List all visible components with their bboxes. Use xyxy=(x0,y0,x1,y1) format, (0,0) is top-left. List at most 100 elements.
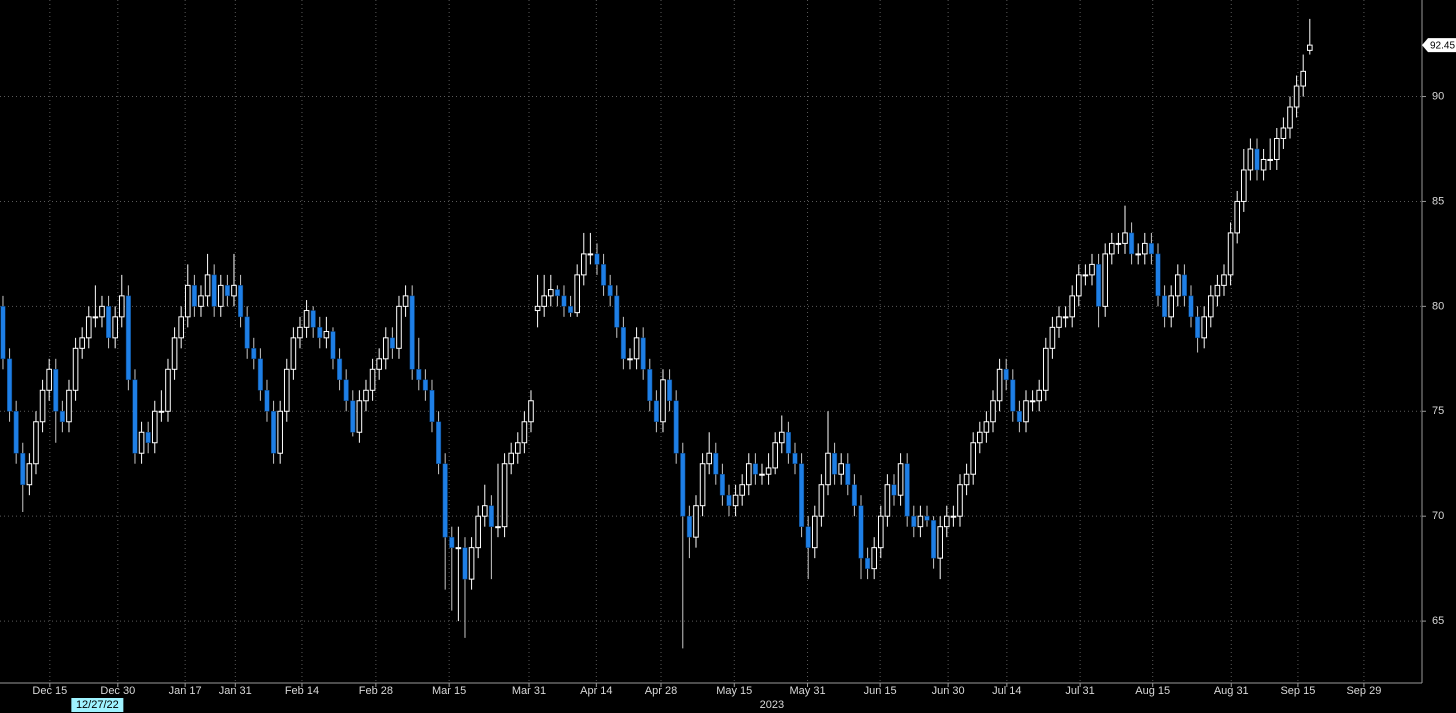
candle-body xyxy=(739,484,745,496)
candle-body xyxy=(1029,400,1036,403)
candle-body xyxy=(534,305,541,312)
candle-body xyxy=(389,337,395,349)
candle-body xyxy=(0,306,6,360)
candle-body xyxy=(904,463,910,517)
candle-body xyxy=(528,400,534,423)
candle-body xyxy=(1003,369,1009,381)
candle-body xyxy=(541,295,547,307)
candle-body xyxy=(46,368,52,391)
candle-body xyxy=(7,358,13,412)
candle-body xyxy=(1016,411,1022,423)
candle-body xyxy=(759,473,765,476)
candle-body xyxy=(996,368,1003,402)
candle-body xyxy=(970,442,976,475)
candle-body xyxy=(184,284,191,318)
candle-body xyxy=(1155,253,1161,297)
candle-body xyxy=(838,463,844,475)
candle-body xyxy=(106,306,112,339)
candle-body xyxy=(488,505,494,527)
candle-body xyxy=(976,431,983,444)
candle-body xyxy=(481,505,488,517)
candle-body xyxy=(1221,274,1227,286)
candle-body xyxy=(1010,379,1016,412)
candle-body xyxy=(963,473,970,486)
candle-body xyxy=(151,410,158,444)
x-tick-label: Jul 31 xyxy=(1065,685,1094,697)
candle-body xyxy=(547,289,554,297)
candle-body xyxy=(436,421,442,464)
candle-body xyxy=(574,274,580,314)
candle-body xyxy=(865,557,871,569)
candle-body xyxy=(112,316,118,339)
candle-body xyxy=(198,295,204,307)
candle-body xyxy=(382,337,389,360)
candle-body xyxy=(317,327,323,339)
candle-body xyxy=(290,337,297,370)
candle-body xyxy=(620,327,626,360)
candle-body xyxy=(171,337,178,370)
candle-body xyxy=(514,442,521,454)
y-tick-label: 80 xyxy=(1432,300,1444,312)
candle-body xyxy=(1102,253,1108,307)
x-tick-label: May 15 xyxy=(716,685,752,697)
x-tick-label: Feb 14 xyxy=(285,685,319,697)
candle-body xyxy=(1096,264,1102,307)
candle-body xyxy=(673,400,679,454)
candle-body xyxy=(931,520,937,559)
candle-body xyxy=(85,316,92,339)
candle-body xyxy=(422,379,428,391)
candle-body xyxy=(627,358,633,361)
annotation: 12/27/22 xyxy=(76,699,119,711)
candle-body xyxy=(845,463,851,485)
candle-body xyxy=(402,295,409,307)
candle-body xyxy=(891,484,897,496)
y-tick-label: 65 xyxy=(1432,615,1444,627)
candle-body xyxy=(495,526,501,529)
candle-body xyxy=(1162,295,1168,318)
candle-body xyxy=(462,547,468,580)
candle-body xyxy=(851,484,857,506)
candle-body xyxy=(59,411,65,423)
candle-body xyxy=(686,515,692,538)
candle-body xyxy=(1207,295,1214,318)
candle-body xyxy=(917,515,924,528)
candle-body xyxy=(699,463,706,507)
candle-body xyxy=(1287,106,1293,129)
candle-body xyxy=(26,463,33,486)
candle-body xyxy=(343,379,349,402)
x-tick-label: Jan 31 xyxy=(219,685,252,697)
candle-body xyxy=(251,348,257,360)
candle-body xyxy=(1214,284,1221,297)
candle-body xyxy=(1108,242,1115,255)
candle-body xyxy=(165,368,171,412)
candle-body xyxy=(1247,148,1254,171)
candle-body xyxy=(271,411,277,454)
candle-body xyxy=(1306,44,1313,51)
candle-body xyxy=(244,316,250,349)
candle-body xyxy=(1122,232,1128,244)
candle-body xyxy=(772,442,778,469)
candle-body xyxy=(871,547,877,570)
candle-body xyxy=(706,452,712,465)
candle-body xyxy=(429,390,435,423)
candle-body xyxy=(1056,316,1062,328)
x-tick-label: Jun 15 xyxy=(864,685,897,697)
candle-body xyxy=(283,368,290,412)
candle-body xyxy=(825,452,831,486)
candle-body xyxy=(1115,242,1122,245)
candle-body xyxy=(1174,274,1181,297)
candle-body xyxy=(455,547,462,550)
candle-body xyxy=(561,295,567,307)
candle-body xyxy=(660,379,666,423)
candle-body xyxy=(238,285,244,318)
candle-body xyxy=(145,432,151,443)
candle-body xyxy=(297,326,303,339)
candle-body xyxy=(877,515,884,549)
candle-body xyxy=(680,452,686,517)
x-tick-label: Mar 15 xyxy=(432,685,466,697)
x-tick-label: Jun 30 xyxy=(932,685,965,697)
candle-body xyxy=(983,421,990,433)
candle-body xyxy=(1129,232,1135,255)
candle-body xyxy=(138,431,145,454)
